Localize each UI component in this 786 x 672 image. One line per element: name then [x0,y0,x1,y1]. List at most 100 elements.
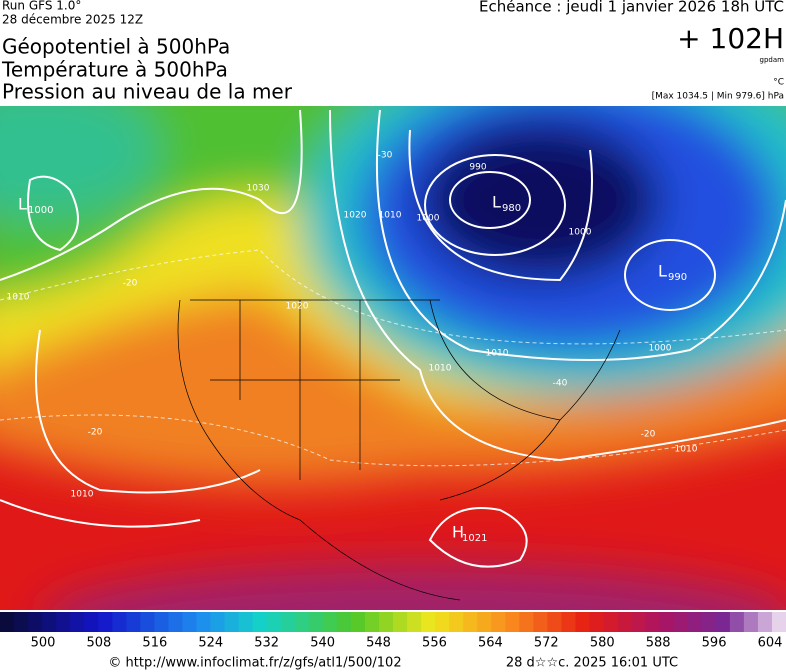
contour-label: 1010 [379,211,402,221]
colorbar-swatch [631,612,647,632]
colorbar-swatch [547,612,562,632]
colorbar-swatch [112,612,127,632]
center-type: L [18,195,27,214]
contour-label: -20 [641,430,656,440]
temp-unit: °C [773,78,784,88]
colorbar-swatch [196,612,212,632]
colorbar-swatch [252,612,268,632]
center-value: 1000 [28,205,53,216]
isobars [0,109,786,568]
colorbar-swatch [154,612,169,632]
colorbar-swatch [28,612,43,632]
contour-label: -40 [553,379,568,389]
colorbar-swatch [126,612,141,632]
colorbar-swatch [715,612,731,632]
contour-label: 1010 [7,293,30,303]
colorbar-swatch [336,612,352,632]
contour-label: 1000 [417,214,440,224]
colorbar-label: 508 [87,636,112,651]
colorbar-label: 532 [254,636,279,651]
contour-label: 1020 [344,211,367,221]
colorbar-swatch [673,612,689,632]
colorbar-label: 596 [702,636,727,651]
colorbar-swatch [729,612,745,632]
colorbar-swatch [757,612,773,632]
colorbar-swatch [294,612,310,632]
contour-label: 1020 [286,302,309,312]
colorbar-swatch [435,612,450,632]
colorbar-swatch [463,612,478,632]
colorbar-swatch [505,612,520,632]
contour-label: 1010 [675,445,698,455]
title-line: Pression au niveau de la mer [2,80,293,104]
colorbar-swatch [322,612,338,632]
colorbar-swatch [407,612,422,632]
colorbar-swatch [224,612,240,632]
colorbar-swatch [98,612,113,632]
lead-time: + 102H [677,22,784,55]
colorbar-swatch [603,612,619,632]
center-value: 980 [502,203,521,214]
center-type: L [658,262,667,281]
colorbar-label: 516 [142,636,167,651]
colorbar-swatch [280,612,296,632]
contour-label: 1000 [649,344,672,354]
colorbar-label: 564 [478,636,503,651]
title-line: Géopotentiel à 500hPa [2,35,230,59]
colorbar-swatch [14,612,29,632]
colorbar-swatch [266,612,282,632]
unit: gpdam [760,56,785,64]
colorbar-swatch [477,612,492,632]
colorbar-swatch [533,612,548,632]
colorbar-swatch [84,612,99,632]
colorbar-swatch [378,612,394,632]
colorbar-swatch [575,612,590,632]
center-value: 990 [668,272,687,283]
center-type: H [452,523,464,542]
colorbar-label: 540 [310,636,335,651]
colorbar-label: 604 [758,636,783,651]
map-field [0,106,786,610]
colorbar-swatch [645,612,661,632]
colorbar-swatch [364,612,380,632]
colorbar-label: 572 [534,636,559,651]
run-label: Run GFS 1.0° [2,0,81,13]
pressure-range: [Max 1034.5 | Min 979.6] hPa [652,92,784,102]
colorbar-swatch [491,612,506,632]
colorbar-swatch [743,612,759,632]
contour-label: 1010 [486,349,509,359]
colorbar-swatch [659,612,675,632]
colorbar-swatch [210,612,226,632]
run-date: 28 décembre 2025 12Z [2,13,143,27]
colorbar-swatch [687,612,703,632]
center-value: 1021 [462,533,487,544]
colorbar-swatch [771,612,786,632]
colorbar-label: 588 [646,636,671,651]
colorbar-label: 548 [366,636,391,651]
generated: 28 d☆☆c. 2025 16:01 UTC [506,656,678,671]
colorbar-swatch [182,612,197,632]
colorbar-label: 580 [590,636,615,651]
colorbar-swatch [350,612,366,632]
contour-label: 1030 [247,184,270,194]
contour-label: 1010 [429,364,452,374]
title-line: Température à 500hPa [1,58,228,82]
contour-label: 1000 [569,228,592,238]
contour-label: -20 [123,279,138,289]
colorbar-swatch [561,612,576,632]
colorbar-swatch [238,612,254,632]
contour-label: 990 [469,163,486,173]
contour-label: -20 [88,428,103,438]
colorbar-swatch [617,612,633,632]
colorbar-swatch [308,612,324,632]
borders [177,299,621,601]
colorbar-swatch [140,612,155,632]
colorbar-label: 524 [198,636,223,651]
colorbar-label: 500 [31,636,56,651]
source: © http://www.infoclimat.fr/z/gfs/atl1/50… [108,656,401,671]
colorbar-swatch [421,612,436,632]
contour-label: -30 [378,151,393,161]
colorbar-swatch [701,612,717,632]
